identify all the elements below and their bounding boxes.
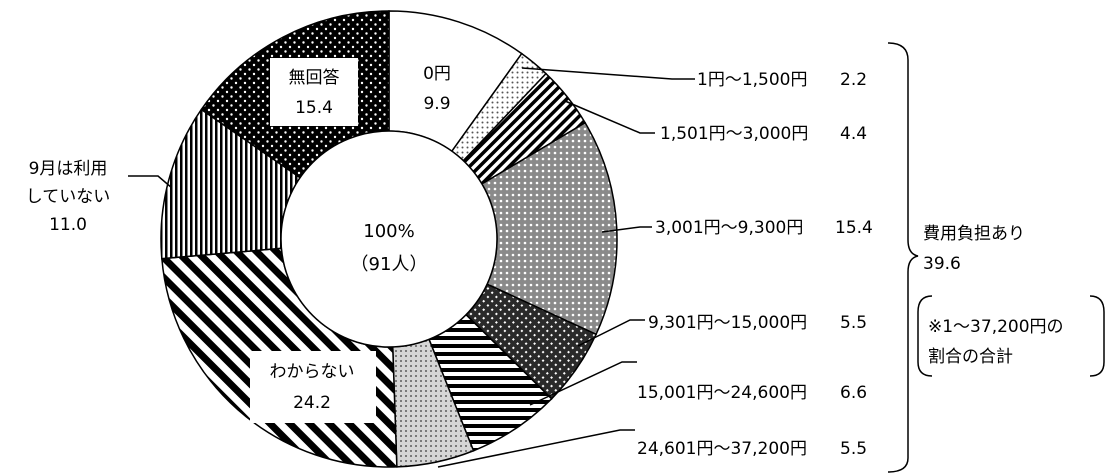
slice-label-unknown-box [250, 351, 376, 423]
note-paren-right [1089, 295, 1105, 377]
slice-label-no-answer-name: 無回答 [289, 68, 340, 88]
leader-line-2 [564, 100, 655, 134]
callout-1-text: 1円～1,500円 [697, 70, 807, 90]
note-line-1: ※1～37,200円の [928, 317, 1064, 337]
slice-label-not-used-line2: していない [26, 187, 111, 207]
group-brace [887, 42, 919, 473]
callout-1: 1円～1,500円 2.2 [521, 67, 867, 90]
callout-6-text: 24,601円～37,200円 [637, 439, 807, 459]
slice-label-zero: 0円 9.9 [423, 64, 451, 114]
callout-1-value: 2.2 [840, 70, 867, 90]
callout-5-value: 6.6 [840, 383, 867, 403]
group-value: 39.6 [923, 254, 961, 274]
callout-4-value: 5.5 [840, 313, 867, 333]
callout-5-text: 15,001円～24,600円 [637, 383, 807, 403]
leader-line-not-used [128, 175, 173, 189]
slice-label-unknown: わからない 24.2 [250, 351, 376, 423]
leader-line-5 [529, 361, 637, 406]
leader-line-6 [437, 429, 635, 468]
callout-6-value: 5.5 [840, 439, 867, 459]
note-line-2: 割合の合計 [928, 347, 1013, 367]
callout-4-text: 9,301円～15,000円 [648, 313, 807, 333]
slice-label-no-answer-value: 15.4 [295, 98, 333, 118]
callout-2: 1,501円～3,000円 4.4 [564, 100, 867, 144]
slice-label-zero-name: 0円 [423, 64, 451, 84]
slice-label-not-used: 9月は利用 していない 11.0 [26, 159, 173, 235]
center-count-label: （91人） [351, 254, 428, 275]
donut-hole [280, 130, 498, 348]
callout-3: 3,001円～9,300円 15.4 [601, 218, 873, 238]
note-paren-left [917, 295, 933, 377]
slice-label-no-answer: 無回答 15.4 [270, 58, 358, 126]
slice-label-no-answer-box [270, 58, 358, 126]
callout-6: 24,601円～37,200円 5.5 [437, 429, 867, 468]
callout-3-text: 3,001円～9,300円 [655, 218, 803, 238]
group-title: 費用負担あり [923, 224, 1025, 244]
slice-label-not-used-value: 11.0 [49, 215, 87, 235]
slice-label-unknown-value: 24.2 [293, 393, 331, 413]
callout-4: 9,301円～15,000円 5.5 [577, 313, 867, 347]
slice-label-zero-value: 9.9 [423, 94, 450, 114]
callout-2-value: 4.4 [840, 124, 867, 144]
callout-2-text: 1,501円～3,000円 [660, 124, 808, 144]
center-total-label: 100% [363, 221, 414, 242]
leader-line-4 [577, 319, 645, 347]
leader-line-1 [521, 67, 695, 80]
leader-line-3 [601, 226, 652, 233]
slice-label-not-used-line1: 9月は利用 [29, 159, 108, 179]
callout-5: 15,001円～24,600円 6.6 [529, 361, 867, 406]
callout-3-value: 15.4 [835, 218, 873, 238]
slice-label-unknown-name: わからない [270, 362, 355, 382]
